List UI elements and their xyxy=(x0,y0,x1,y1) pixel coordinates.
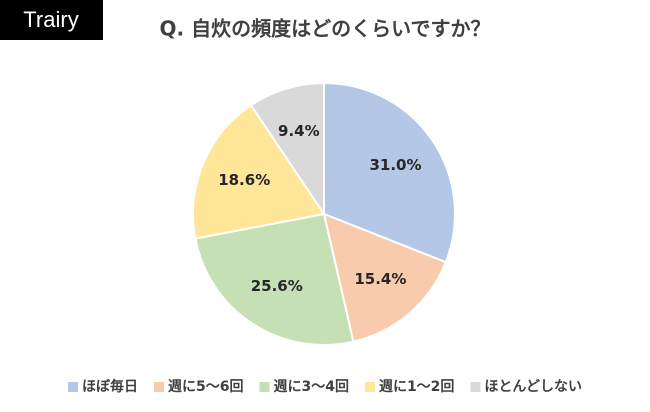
chart-title: Q. 自炊の頻度はどのくらいですか？ xyxy=(160,17,491,41)
legend-swatch xyxy=(67,382,78,392)
legend-label: 週に1～2回 xyxy=(379,379,454,395)
brand-box xyxy=(0,0,103,40)
legend-label: ほとんどしない xyxy=(484,379,582,395)
legend-label: 週に5～6回 xyxy=(168,379,243,395)
data-label: 18.6% xyxy=(218,171,270,189)
legend-swatch xyxy=(153,382,164,392)
pie-slice xyxy=(194,212,355,346)
legend-swatch xyxy=(470,382,481,392)
pie: 31.0% 15.4% 25.6% 18.6% 9.4% xyxy=(192,81,456,346)
brand: Trairy xyxy=(23,7,78,32)
data-label: 9.4% xyxy=(278,122,320,140)
pie-slice xyxy=(323,81,456,264)
data-label: 15.4% xyxy=(354,270,406,288)
legend: ほぼ毎日 週に5～6回 週に3～4回 週に1～2回 ほとんどしない xyxy=(67,378,582,395)
legend-label: 週に3～4回 xyxy=(273,379,348,395)
data-label: 31.0% xyxy=(369,156,421,174)
legend-label: ほぼ毎日 xyxy=(82,378,138,395)
pie-slice xyxy=(192,103,326,240)
data-label: 25.6% xyxy=(251,277,303,295)
legend-swatch xyxy=(259,382,270,392)
pie-slice xyxy=(322,212,448,343)
legend-swatch xyxy=(364,382,375,392)
pie-slice xyxy=(249,81,325,218)
